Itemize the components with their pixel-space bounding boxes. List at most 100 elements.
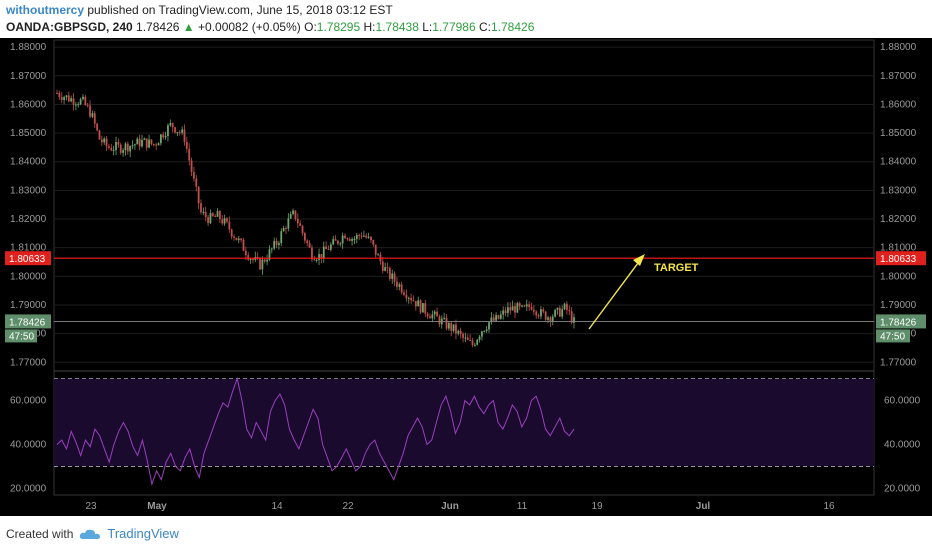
- candle-body: [308, 243, 311, 248]
- candle-body: [296, 218, 299, 224]
- price-tick-label: 1.88000: [10, 42, 47, 53]
- current-price-badge-left: [5, 314, 51, 329]
- candle-body: [306, 240, 309, 244]
- candle-body: [471, 340, 474, 346]
- candle-body: [476, 339, 479, 345]
- candle-body: [355, 234, 358, 239]
- candle-body: [249, 259, 252, 261]
- candle-body: [365, 235, 368, 238]
- candle-body: [176, 132, 179, 134]
- candle-body: [119, 144, 122, 153]
- low-value: 1.77986: [432, 20, 476, 34]
- candle-body: [86, 104, 89, 106]
- target-price-label-right: 1.80633: [880, 254, 917, 265]
- candle-body: [568, 310, 571, 312]
- candle-body: [457, 330, 460, 334]
- tradingview-brand[interactable]: TradingView: [107, 526, 179, 541]
- candle-body: [381, 261, 384, 271]
- candle-body: [554, 309, 557, 317]
- candle-body: [495, 315, 497, 321]
- price-tick-label: 1.85000: [10, 128, 47, 139]
- close-value: 1.78426: [491, 20, 535, 34]
- candle-body: [237, 238, 240, 241]
- candle-body: [414, 300, 417, 307]
- candle-body: [280, 231, 283, 244]
- open-label: O:: [304, 20, 317, 34]
- candle-body: [190, 160, 193, 173]
- price-tick-label: 1.79000: [880, 300, 917, 311]
- candle-body: [497, 315, 500, 319]
- candle-body: [289, 214, 292, 219]
- price-tick-label: 1.87000: [10, 71, 47, 82]
- candle-body: [438, 316, 441, 325]
- candle-body: [259, 257, 261, 270]
- symbol-label[interactable]: OANDA:GBPSGD, 240: [6, 20, 133, 34]
- rsi-pane: 60.0000 60.0000 40.0000 40.0000 20.0000 20.00…: [10, 370, 921, 494]
- candle-body: [228, 221, 231, 230]
- candle-body: [174, 127, 176, 133]
- target-arrow-line: [588, 258, 642, 330]
- candle-body: [233, 236, 235, 238]
- price-tick-label: 1.88000: [880, 42, 917, 53]
- candle-body: [313, 259, 316, 261]
- candle-body: [273, 240, 276, 249]
- candle-body: [532, 309, 535, 312]
- candle-body: [344, 235, 346, 239]
- close-label: C:: [479, 20, 491, 34]
- candle-body: [204, 211, 207, 218]
- candle-body: [445, 317, 448, 329]
- candle-body: [200, 203, 202, 213]
- current-price-label-right: 1.78426: [880, 317, 917, 328]
- candle-body: [516, 303, 519, 313]
- price-tick-label: 1.77000: [10, 357, 47, 368]
- candle-body: [268, 249, 271, 260]
- candle-body: [70, 98, 73, 102]
- candle-body: [202, 211, 205, 213]
- candle-body: [509, 307, 512, 311]
- price-tick-label: 1.87000: [880, 71, 917, 82]
- candle-body: [563, 303, 566, 310]
- candle-body: [521, 305, 523, 307]
- target-arrow-head-icon: [633, 254, 645, 266]
- candle-body: [218, 211, 221, 220]
- rsi-tick-label-right: 20.0000: [884, 483, 921, 494]
- author-name[interactable]: withoutmercy: [6, 3, 85, 17]
- candle-body: [155, 144, 158, 146]
- candle-body: [466, 337, 469, 340]
- target-price-label-left: 1.80633: [9, 254, 46, 265]
- candle-body: [417, 300, 420, 307]
- candle-body: [214, 215, 217, 217]
- candle-body: [433, 311, 436, 315]
- candle-body: [325, 246, 328, 250]
- price-chart[interactable]: 1.88000 1.87000 1.86000 1.85000 1.84000 1.830…: [0, 38, 932, 516]
- candle-body: [537, 315, 540, 317]
- candle-body: [386, 267, 389, 269]
- candle-body: [506, 307, 509, 314]
- candle-body: [183, 129, 186, 142]
- time-tick-label: 14: [271, 501, 283, 512]
- candle-body: [429, 316, 431, 319]
- candle-body: [211, 213, 214, 216]
- candle-body: [528, 304, 531, 307]
- candle-body: [483, 330, 486, 332]
- candle-body: [178, 132, 181, 134]
- candle-body: [459, 330, 462, 334]
- candle-body: [105, 138, 108, 147]
- candle-body: [136, 138, 139, 145]
- candle-body: [455, 324, 457, 334]
- candle-body: [89, 105, 91, 117]
- rsi-tick-label-left: 60.0000: [10, 396, 47, 407]
- rsi-tick-label-right: 40.0000: [884, 439, 921, 450]
- time-tick-label: 11: [517, 501, 528, 512]
- candle-body: [327, 249, 330, 251]
- candle-body: [226, 218, 228, 222]
- candle-body: [112, 150, 115, 152]
- high-label: H:: [363, 20, 376, 34]
- rsi-tick-label-left: 40.0000: [10, 439, 47, 450]
- candle-body: [334, 239, 337, 241]
- candle-body: [171, 123, 174, 128]
- candle-body: [77, 104, 80, 106]
- candle-body: [492, 317, 495, 321]
- candle-body: [98, 130, 101, 140]
- low-label: L:: [422, 20, 433, 34]
